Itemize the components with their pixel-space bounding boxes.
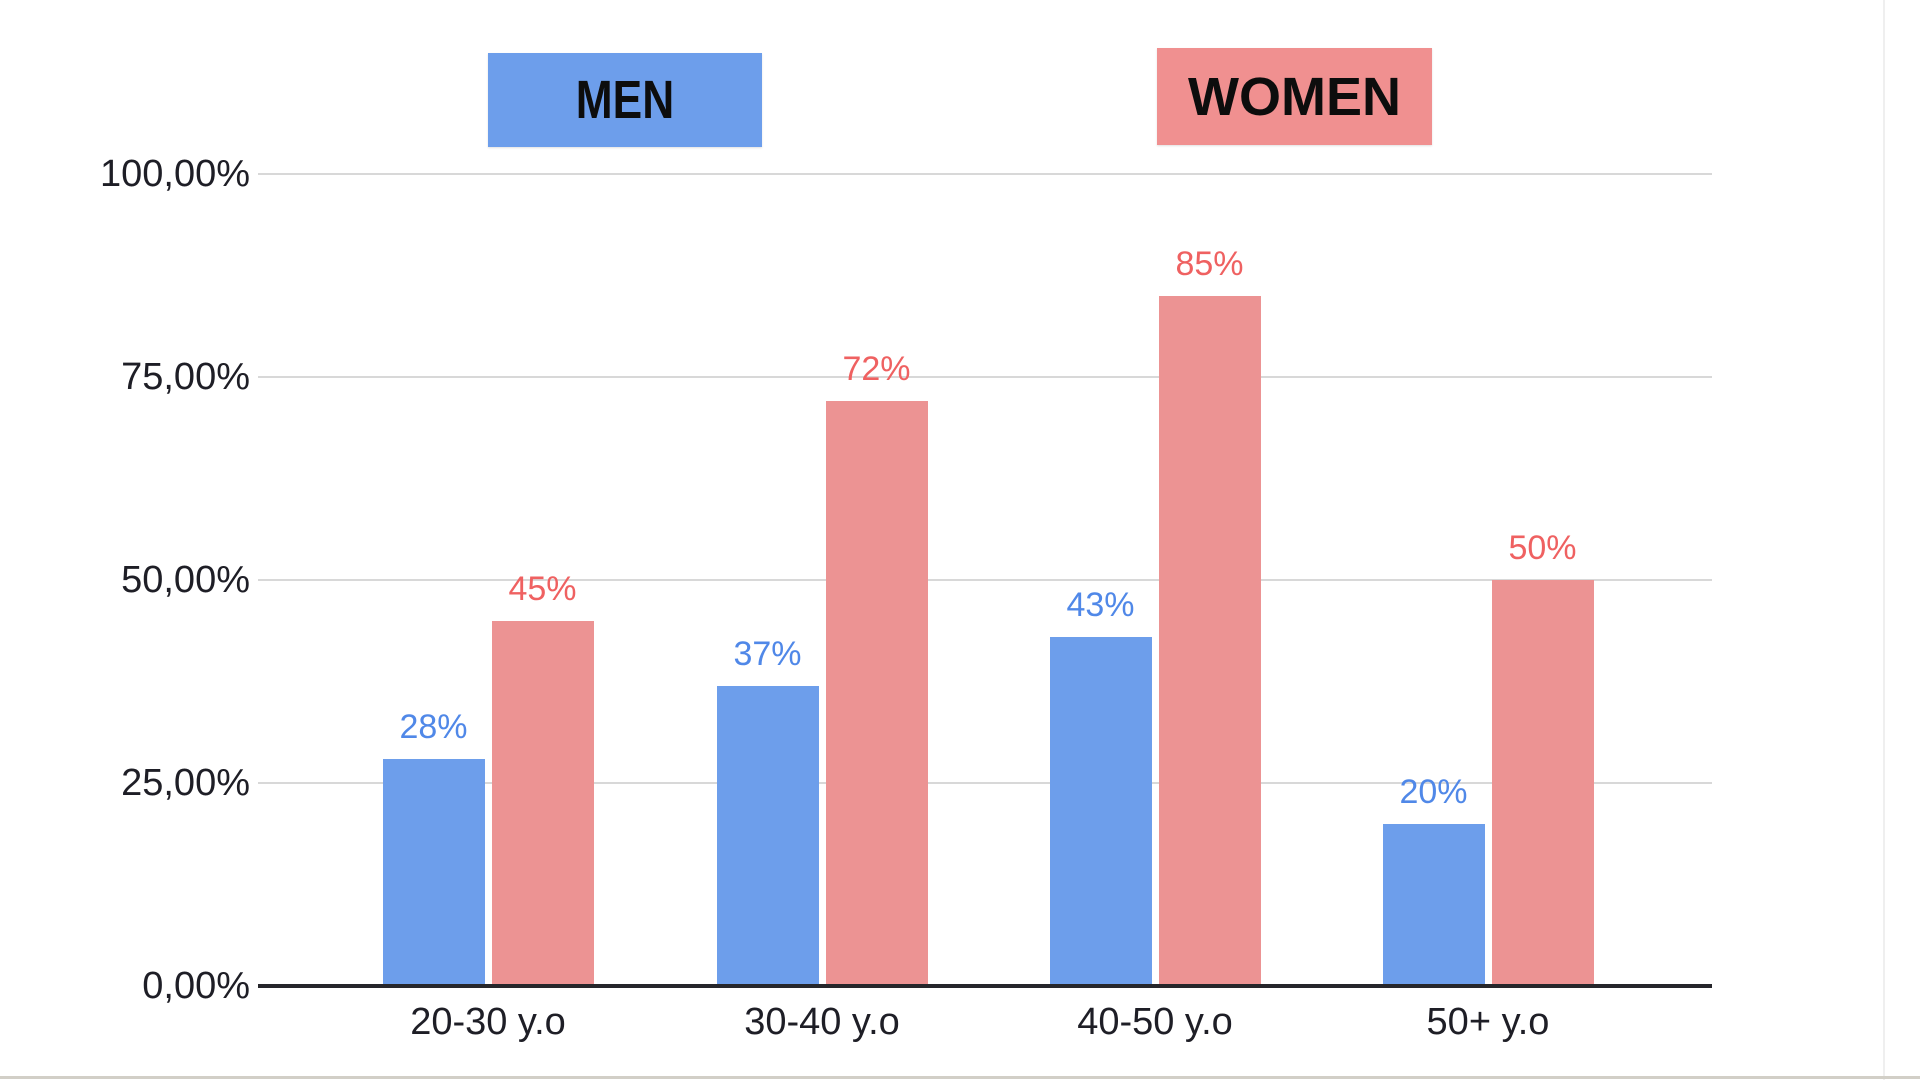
legend-women-label: WOMEN <box>1188 66 1401 127</box>
bar-women-3 <box>1491 580 1594 986</box>
value-label-women-0: 45% <box>508 569 577 608</box>
y-axis-tick-label: 0,00% <box>142 965 250 1007</box>
bar-women-1 <box>825 401 928 986</box>
legend-men-swatch: MEN <box>488 53 762 147</box>
y-axis-tick-label: 25,00% <box>121 762 250 804</box>
bottom-divider-line <box>0 1076 1920 1079</box>
x-axis-tick-label: 30-40 y.o <box>744 1001 900 1043</box>
bar-men-3 <box>1382 823 1485 986</box>
value-label-men-2: 43% <box>1066 585 1135 624</box>
y-axis-tick-label: 50,00% <box>121 559 250 601</box>
bar-men-2 <box>1049 636 1152 986</box>
gridline-75 <box>258 376 1712 378</box>
bar-men-1 <box>716 685 819 986</box>
value-label-men-0: 28% <box>399 707 468 746</box>
y-axis-tick-label: 100,00% <box>99 153 250 195</box>
gridline-25 <box>258 782 1712 784</box>
gridline-50 <box>258 579 1712 581</box>
x-axis-tick-label: 20-30 y.o <box>410 1001 566 1043</box>
value-label-women-2: 85% <box>1175 244 1244 283</box>
x-axis-tick-label: 50+ y.o <box>1426 1001 1550 1043</box>
value-label-men-3: 20% <box>1399 772 1468 811</box>
value-label-women-1: 72% <box>842 350 911 389</box>
bar-women-0 <box>491 620 594 986</box>
x-axis-tick-label: 40-50 y.o <box>1077 1001 1233 1043</box>
y-axis-tick-label: 75,00% <box>121 356 250 398</box>
right-edge-line <box>1883 0 1885 1080</box>
value-label-women-3: 50% <box>1508 529 1577 567</box>
legend-men-label: MEN <box>575 70 675 130</box>
value-label-men-1: 37% <box>733 634 802 673</box>
legend-women-swatch: WOMEN <box>1157 48 1432 145</box>
x-axis-baseline <box>258 984 1712 988</box>
bar-women-2 <box>1158 295 1261 986</box>
gridline-100 <box>258 173 1712 175</box>
bar-men-0 <box>382 758 485 986</box>
